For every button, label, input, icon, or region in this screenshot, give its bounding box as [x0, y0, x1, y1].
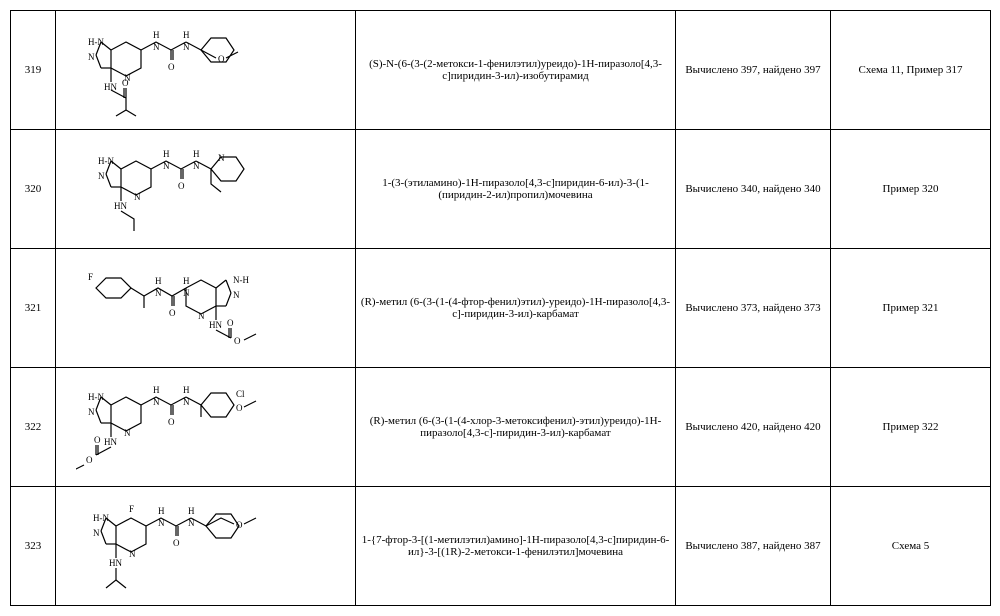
svg-text:O: O [236, 403, 243, 413]
svg-text:N: N [155, 288, 162, 298]
svg-text:O: O [94, 435, 101, 445]
structure-icon: H-N N N H N H N O O HN [76, 20, 336, 120]
svg-text:H: H [183, 385, 190, 395]
table-row: 319 H-N N N H N H N O [11, 11, 991, 130]
svg-text:N: N [153, 397, 160, 407]
svg-text:N: N [129, 549, 136, 559]
reference: Схема 11, Пример 317 [831, 11, 991, 130]
svg-text:O: O [169, 308, 176, 318]
mass-spec: Вычислено 373, найдено 373 [676, 249, 831, 368]
svg-text:HN: HN [114, 201, 127, 211]
compound-id: 320 [11, 130, 56, 249]
svg-text:H: H [153, 385, 160, 395]
structure-cell: H-N N N HN HN O Cl O HN O [56, 368, 356, 487]
svg-text:O: O [173, 538, 180, 548]
structure-cell: F HN HN O N-H N N HN O [56, 249, 356, 368]
svg-text:N-H: N-H [233, 275, 249, 285]
svg-text:H-N: H-N [88, 392, 104, 402]
structure-icon: H-N N N HN HN O N HN [76, 139, 336, 239]
structure-icon: H-N N N HN HN O Cl O HN O [76, 377, 336, 477]
mass-spec: Вычислено 420, найдено 420 [676, 368, 831, 487]
svg-text:F: F [129, 504, 134, 514]
reference: Схема 5 [831, 487, 991, 606]
compound-id: 322 [11, 368, 56, 487]
compound-name: (R)-метил (6-(3-(1-(4-фтор-фенил)этил)-у… [356, 249, 676, 368]
svg-text:H-N: H-N [93, 513, 109, 523]
mass-spec: Вычислено 397, найдено 397 [676, 11, 831, 130]
svg-text:H: H [183, 276, 190, 286]
compound-name: 1-{7-фтор-3-[(1-метилэтил)амино]-1H-пира… [356, 487, 676, 606]
structure-cell: H-N N N F HN HN O O HN [56, 487, 356, 606]
table-row: 322 H-N N N HN HN O Cl O [11, 368, 991, 487]
svg-text:N: N [88, 52, 95, 62]
structure-cell: H-N N N HN HN O N HN [56, 130, 356, 249]
svg-text:N: N [198, 311, 205, 321]
table-row: 323 H-N N N F HN HN O O [11, 487, 991, 606]
svg-text:F: F [88, 272, 93, 282]
svg-text:H-N: H-N [98, 156, 114, 166]
compound-id: 321 [11, 249, 56, 368]
compound-name: 1-(3-(этиламино)-1H-пиразоло[4,3-c]пирид… [356, 130, 676, 249]
structure-cell: H-N N N H N H N O O HN [56, 11, 356, 130]
reference: Пример 321 [831, 249, 991, 368]
compound-name: (S)-N-(6-(3-(2-метокси-1-фенилэтил)уреид… [356, 11, 676, 130]
table-row: 320 H-N N N HN HN O N [11, 130, 991, 249]
svg-text:H: H [183, 30, 190, 40]
svg-text:HN: HN [104, 437, 117, 447]
compound-id: 319 [11, 11, 56, 130]
svg-text:O: O [227, 318, 234, 328]
svg-text:O: O [168, 417, 175, 427]
svg-text:H: H [155, 276, 162, 286]
svg-text:HN: HN [209, 320, 222, 330]
mass-spec: Вычислено 387, найдено 387 [676, 487, 831, 606]
svg-text:N: N [98, 171, 105, 181]
svg-text:N: N [124, 428, 131, 438]
svg-text:O: O [234, 336, 241, 346]
compound-table: 319 H-N N N H N H N O [10, 10, 991, 606]
svg-text:N: N [163, 161, 170, 171]
svg-text:N: N [93, 528, 100, 538]
svg-text:N: N [158, 518, 165, 528]
reference: Пример 322 [831, 368, 991, 487]
svg-text:N: N [153, 42, 160, 52]
structure-icon: F HN HN O N-H N N HN O [76, 258, 336, 358]
svg-text:H: H [163, 149, 170, 159]
svg-text:N: N [233, 290, 240, 300]
svg-text:O: O [168, 62, 175, 72]
compound-name: (R)-метил (6-(3-(1-(4-хлор-3-метоксифени… [356, 368, 676, 487]
svg-text:H: H [193, 149, 200, 159]
svg-text:HN: HN [109, 558, 122, 568]
svg-text:H: H [188, 506, 195, 516]
svg-text:H: H [153, 30, 160, 40]
svg-text:H-N: H-N [88, 37, 104, 47]
mass-spec: Вычислено 340, найдено 340 [676, 130, 831, 249]
table-row: 321 F HN HN O N-H N N [11, 249, 991, 368]
svg-text:O: O [122, 78, 129, 88]
svg-text:N: N [218, 153, 225, 163]
svg-text:N: N [134, 192, 141, 202]
svg-text:H: H [158, 506, 165, 516]
svg-text:N: N [88, 407, 95, 417]
svg-text:O: O [178, 181, 185, 191]
svg-text:O: O [86, 455, 93, 465]
structure-icon: H-N N N F HN HN O O HN [76, 496, 336, 596]
compound-id: 323 [11, 487, 56, 606]
reference: Пример 320 [831, 130, 991, 249]
svg-text:Cl: Cl [236, 389, 245, 399]
